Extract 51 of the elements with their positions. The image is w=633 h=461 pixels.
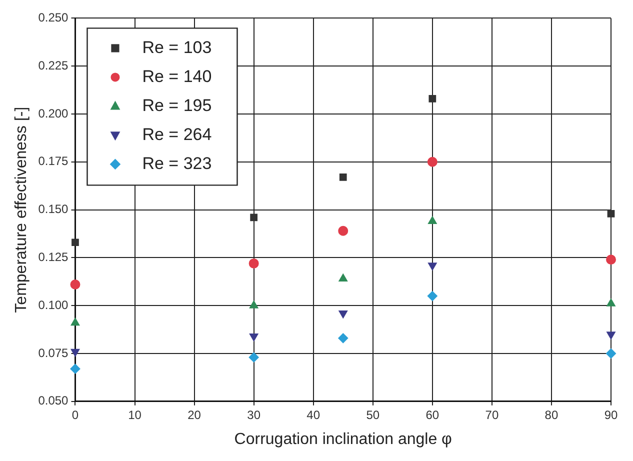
point [72,238,79,246]
point [248,352,259,362]
point [428,94,436,102]
x-tick-label: 10 [128,408,142,422]
x-tick-label: 40 [306,408,320,422]
x-tick-label: 80 [544,408,558,422]
point [338,226,348,236]
y-tick-label: 0.125 [38,250,69,264]
point [428,262,437,270]
point [606,254,616,265]
y-tick-label: 0.050 [38,394,69,408]
point [606,332,616,340]
point [338,333,348,344]
y-tick-label: 0.250 [38,10,69,25]
point [248,258,259,268]
point [70,318,80,326]
y-tick-label: 0.100 [38,298,69,312]
point [339,174,347,181]
point [249,300,258,308]
point [427,156,438,167]
point [606,348,616,358]
legend-label: Re = 140 [142,66,212,86]
x-tick-label: 30 [247,408,261,422]
x-axis-title: Corrugation inclination angle φ [234,430,452,448]
point [606,298,616,306]
x-tick-label: 60 [426,408,440,422]
point [249,334,258,342]
y-axis-title: Temperature effectiveness [-] [13,106,30,313]
point [428,216,437,224]
x-tick-label: 90 [604,408,618,422]
legend-label: Re = 264 [142,124,212,144]
point [250,214,258,222]
x-tick-label: 50 [366,408,380,422]
point [70,280,80,290]
point [607,210,615,218]
y-tick-label: 0.225 [38,58,69,72]
x-tick-label: 20 [188,408,202,422]
x-tick-label: 70 [485,408,499,422]
y-tick-label: 0.200 [38,106,69,120]
point [70,364,80,374]
legend-label: Re = 323 [142,154,212,173]
x-tick-label: 0 [72,408,79,422]
legend-label: Re = 195 [142,96,212,115]
y-tick-label: 0.175 [38,154,69,168]
legend-label: Re = 103 [142,38,212,57]
y-tick-label: 0.150 [38,202,69,216]
point [338,274,348,282]
y-tick-label: 0.075 [38,346,69,360]
point [427,291,438,302]
point [338,310,348,318]
point [70,348,80,357]
